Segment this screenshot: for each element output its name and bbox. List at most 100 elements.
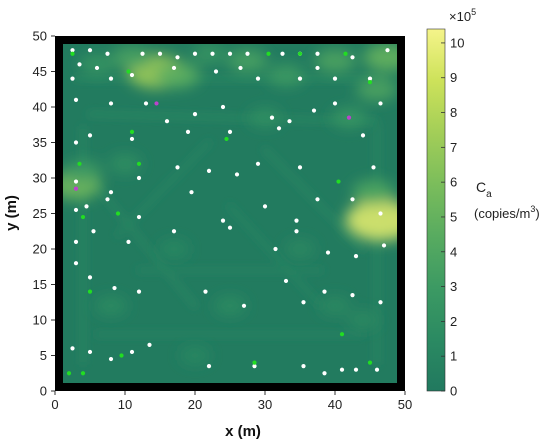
- x-axis: 0 10 20 30 40 50: [51, 391, 412, 412]
- heatmap-hotspot: [248, 108, 282, 127]
- sample-point: [87, 48, 93, 53]
- heatmap-hotspot: [95, 296, 127, 315]
- sample-point: [283, 278, 289, 284]
- sample-point: [105, 51, 110, 56]
- sample-point: [238, 65, 243, 71]
- y-tick-label: 20: [33, 242, 47, 257]
- sample-points: [66, 48, 390, 376]
- colorbar-tick-label: 2: [450, 314, 457, 329]
- sample-point: [297, 51, 303, 56]
- sample-point: [301, 364, 306, 369]
- sample-point: [143, 101, 149, 106]
- sample-point: [73, 207, 79, 213]
- heatmap-hotspot: [320, 297, 350, 315]
- x-axis-title: x (m): [225, 423, 261, 440]
- sample-point: [203, 289, 208, 294]
- sample-point: [332, 101, 338, 106]
- sample-point: [245, 51, 250, 56]
- sample-point: [87, 349, 93, 355]
- colorbar-tick-label: 7: [450, 140, 457, 155]
- sample-point: [115, 211, 121, 216]
- x-tick-label: 50: [398, 397, 412, 412]
- sample-point: [332, 76, 338, 81]
- colorbar-tick-label: 9: [450, 70, 457, 85]
- heatmap-corridor: [115, 140, 212, 238]
- sample-point: [87, 289, 93, 294]
- sample-point: [77, 161, 82, 166]
- y-tick-label: 35: [33, 135, 47, 150]
- sample-point: [276, 126, 282, 131]
- sample-point: [73, 239, 79, 244]
- sample-point: [189, 190, 194, 195]
- sample-point: [336, 179, 341, 184]
- heatmap-hotspot: [159, 240, 189, 258]
- y-tick-label: 25: [33, 206, 47, 221]
- sample-point: [346, 115, 352, 120]
- sample-point: [367, 80, 373, 85]
- x-tick-label: 40: [328, 397, 342, 412]
- sample-point: [108, 356, 114, 362]
- sample-point: [378, 101, 383, 106]
- sample-point: [227, 51, 233, 56]
- sample-point: [343, 51, 348, 56]
- sample-point: [350, 55, 355, 60]
- sample-point: [171, 229, 177, 234]
- heatmap-hotspot: [108, 154, 142, 174]
- sample-point: [350, 293, 355, 298]
- colorbar-tick-label: 4: [450, 244, 457, 259]
- sample-point: [129, 136, 135, 142]
- sample-point: [255, 76, 261, 81]
- sample-point: [227, 225, 233, 230]
- sample-point: [353, 254, 359, 259]
- x-tick-label: 20: [188, 397, 202, 412]
- colorbar-tick-label: 10: [450, 35, 464, 50]
- heatmap-hotspot: [348, 311, 378, 329]
- sample-point: [280, 51, 285, 56]
- sample-point: [129, 129, 135, 134]
- sample-point: [294, 229, 299, 234]
- sample-point: [154, 101, 159, 106]
- sample-point: [220, 104, 226, 110]
- sample-point: [206, 364, 212, 369]
- colorbar-tick-label: 0: [450, 384, 457, 399]
- sample-point: [66, 371, 72, 376]
- heatmap-hotspot: [111, 45, 153, 69]
- sample-point: [360, 133, 366, 138]
- sample-point: [315, 197, 320, 202]
- sample-point: [322, 371, 327, 376]
- x-tick-label: 10: [118, 397, 132, 412]
- heatmap-hotspot: [155, 62, 200, 88]
- sample-point: [105, 197, 110, 202]
- sample-point: [262, 204, 268, 209]
- colorbar-tick-label: 8: [450, 105, 457, 120]
- colorbar-tick-label: 6: [450, 175, 457, 190]
- sample-point: [108, 101, 114, 106]
- sample-point: [297, 76, 303, 81]
- sample-point: [385, 48, 390, 53]
- sample-point: [129, 72, 135, 78]
- sample-point: [297, 165, 303, 170]
- sample-point: [175, 55, 180, 60]
- sample-point: [73, 179, 79, 184]
- sample-point: [325, 250, 331, 255]
- sample-point: [339, 332, 345, 337]
- heatmap-hotspot: [267, 64, 305, 86]
- sample-point: [87, 133, 93, 138]
- y-tick-label: 5: [40, 348, 47, 363]
- sample-point: [73, 186, 79, 191]
- sample-point: [80, 214, 86, 220]
- x-tick-label: 30: [258, 397, 272, 412]
- sample-point: [255, 161, 261, 166]
- sample-point: [136, 161, 142, 166]
- sample-point: [252, 360, 257, 365]
- heatmap-hotspot: [180, 347, 210, 364]
- heatmap-hotspot: [227, 49, 268, 73]
- sample-point: [175, 165, 180, 170]
- sample-point: [136, 289, 142, 294]
- sample-point: [73, 140, 79, 145]
- sample-point: [315, 65, 320, 71]
- heatmap-hotspot: [356, 77, 397, 102]
- heatmap-hotspot: [345, 200, 397, 241]
- heatmap-corridor: [262, 147, 366, 252]
- sample-point: [87, 275, 93, 280]
